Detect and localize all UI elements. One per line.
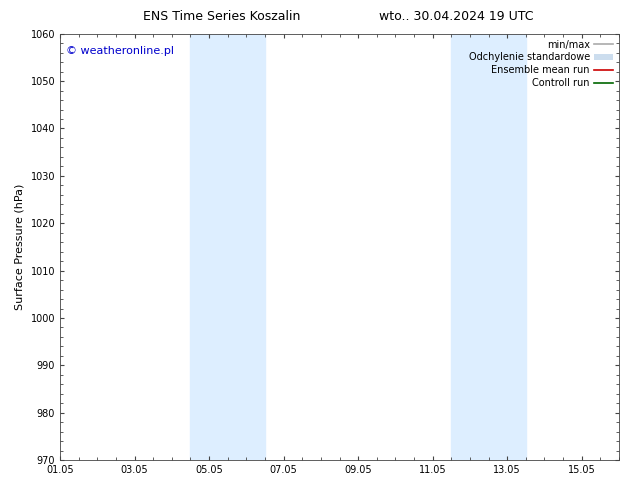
Bar [190, 34, 265, 460]
Bar [451, 34, 526, 460]
Text: ENS Time Series Koszalin: ENS Time Series Koszalin [143, 10, 301, 23]
Y-axis label: Surface Pressure (hPa): Surface Pressure (hPa) [15, 184, 25, 310]
Legend: min/max, Odchylenie standardowe, Ensemble mean run, Controll run: min/max, Odchylenie standardowe, Ensembl… [465, 36, 617, 92]
Text: wto.. 30.04.2024 19 UTC: wto.. 30.04.2024 19 UTC [379, 10, 534, 23]
Text: © weatheronline.pl: © weatheronline.pl [66, 47, 174, 56]
